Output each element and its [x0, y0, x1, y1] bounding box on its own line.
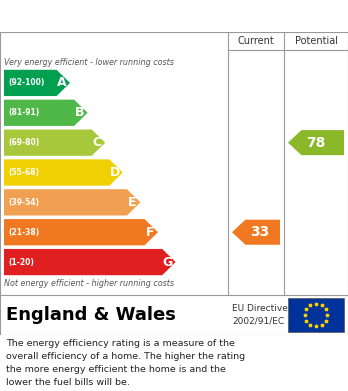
Polygon shape — [288, 130, 344, 155]
Text: D: D — [110, 166, 120, 179]
Text: (1-20): (1-20) — [8, 258, 34, 267]
Text: Very energy efficient - lower running costs: Very energy efficient - lower running co… — [4, 58, 174, 67]
Text: (39-54): (39-54) — [8, 198, 39, 207]
Text: EU Directive
2002/91/EC: EU Directive 2002/91/EC — [232, 304, 288, 326]
Text: Not energy efficient - higher running costs: Not energy efficient - higher running co… — [4, 278, 174, 287]
Bar — [288, 298, 344, 332]
Text: B: B — [75, 106, 84, 119]
Polygon shape — [4, 219, 158, 245]
Text: (81-91): (81-91) — [8, 108, 39, 117]
Text: The energy efficiency rating is a measure of the
overall efficiency of a home. T: The energy efficiency rating is a measur… — [6, 339, 245, 387]
Text: A: A — [57, 76, 67, 90]
Text: (55-68): (55-68) — [8, 168, 39, 177]
Text: E: E — [128, 196, 136, 209]
Text: (21-38): (21-38) — [8, 228, 39, 237]
Text: G: G — [163, 256, 173, 269]
Text: England & Wales: England & Wales — [6, 306, 176, 324]
Text: F: F — [146, 226, 154, 239]
Polygon shape — [232, 220, 280, 245]
Text: Current: Current — [238, 36, 274, 46]
Polygon shape — [4, 189, 140, 215]
Text: C: C — [93, 136, 102, 149]
Polygon shape — [4, 70, 70, 96]
Text: Energy Efficiency Rating: Energy Efficiency Rating — [8, 9, 218, 23]
Text: Potential: Potential — [294, 36, 338, 46]
Polygon shape — [4, 100, 88, 126]
Text: 33: 33 — [251, 225, 270, 239]
Polygon shape — [4, 129, 105, 156]
Polygon shape — [4, 249, 176, 275]
Polygon shape — [4, 160, 123, 186]
Text: (92-100): (92-100) — [8, 79, 45, 88]
Text: (69-80): (69-80) — [8, 138, 39, 147]
Text: 78: 78 — [306, 136, 326, 150]
